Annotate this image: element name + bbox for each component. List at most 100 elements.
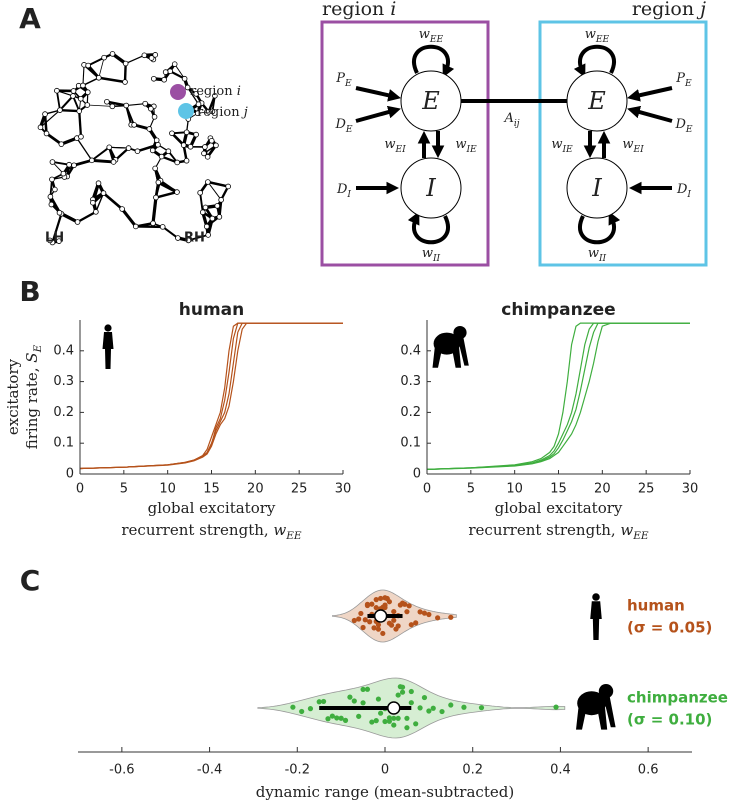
weight-label: wIE — [551, 137, 573, 155]
network-node — [90, 199, 96, 206]
region-title: region i — [322, 0, 396, 20]
network-edge — [188, 234, 209, 242]
median-marker — [387, 701, 401, 715]
weight-label-var: w — [455, 137, 466, 152]
self-loop — [573, 44, 616, 78]
icon-head — [592, 593, 600, 601]
network-edge — [115, 147, 129, 161]
network-edge — [87, 57, 105, 67]
x-tick-label: 20 — [594, 482, 611, 497]
series-name: chimpanzee — [627, 689, 728, 707]
network-node — [48, 201, 55, 208]
curve — [79, 322, 343, 470]
network — [37, 51, 231, 246]
x-axis-label-sub: EE — [632, 530, 649, 542]
network-node — [155, 179, 162, 186]
data-point — [358, 610, 364, 617]
data-point — [382, 718, 388, 725]
data-point — [316, 699, 322, 705]
network-edge — [206, 218, 214, 236]
data-point — [386, 599, 392, 605]
x-tick-label: 0.2 — [462, 763, 483, 778]
x-tick-label: 0.4 — [550, 763, 571, 778]
data-point — [391, 608, 397, 615]
weight-label: wII — [588, 246, 607, 264]
chart-title: chimpanzee — [501, 300, 615, 320]
x-tick-label: 0 — [423, 482, 431, 497]
data-point — [290, 704, 296, 710]
weight-label-sub: E — [685, 125, 693, 135]
weight-label: wEI — [384, 137, 406, 155]
weight-label-var: w — [585, 27, 596, 42]
network-edge — [207, 181, 222, 201]
y-tick-label: 0.4 — [53, 343, 74, 358]
x-tick-label: -0.4 — [197, 763, 222, 778]
weight-label: DI — [336, 182, 351, 200]
network-node — [167, 68, 173, 75]
data-point — [399, 689, 406, 695]
data-point — [382, 595, 388, 601]
data-point — [417, 705, 423, 711]
curve — [79, 322, 343, 470]
network-node — [71, 162, 77, 169]
network-node — [161, 76, 167, 83]
series-name: human — [627, 597, 685, 615]
network-node — [213, 142, 219, 149]
network-node — [204, 154, 211, 160]
region-label-main: region — [190, 84, 237, 99]
network-node — [74, 219, 81, 225]
y-axis-label-var: S — [23, 352, 41, 362]
x-tick-label: 10 — [506, 482, 523, 497]
network-node — [152, 165, 158, 172]
network-node — [104, 98, 110, 105]
y-tick-label: 0.3 — [53, 374, 74, 389]
network-node — [158, 153, 165, 160]
data-point — [325, 716, 331, 722]
network-node — [37, 124, 44, 131]
network-node — [47, 193, 54, 200]
data-point — [338, 715, 344, 721]
hemisphere-label: RH — [184, 231, 205, 246]
x-tick-label: 25 — [638, 482, 655, 497]
network-node — [149, 147, 156, 154]
network-node — [56, 209, 63, 216]
region-label-main: region — [197, 105, 244, 120]
network-edge — [59, 95, 74, 111]
population-node — [400, 157, 462, 219]
weight-label-var: P — [675, 71, 685, 86]
region-label-var: i — [237, 84, 241, 99]
region-box — [538, 20, 708, 267]
data-point — [408, 622, 414, 628]
region-title-main: region — [322, 0, 390, 20]
data-point — [386, 715, 392, 721]
x-axis-label: recurrent strength, wEE — [468, 521, 649, 542]
node-label: E — [421, 87, 440, 115]
network-node — [78, 133, 84, 140]
data-point — [426, 708, 432, 714]
data-point — [391, 617, 397, 623]
network-node — [131, 122, 137, 128]
data-point — [417, 609, 423, 615]
data-point — [378, 710, 384, 716]
series-sigma: (σ = 0.05) — [627, 619, 712, 637]
network-node — [184, 84, 191, 91]
weight-label-var: w — [551, 137, 562, 152]
data-point — [395, 623, 401, 629]
network-node — [202, 144, 208, 150]
network-node — [183, 129, 190, 136]
region-box — [320, 20, 490, 267]
network-node — [95, 74, 102, 81]
network-node — [52, 186, 58, 193]
data-point — [404, 725, 410, 731]
network-node — [209, 215, 216, 222]
data-point — [382, 604, 388, 611]
region-j-marker — [178, 103, 194, 119]
data-point — [478, 705, 485, 711]
icon-head — [104, 324, 112, 332]
data-point — [408, 688, 414, 695]
network-edge — [59, 108, 80, 113]
data-point — [426, 611, 432, 618]
data-point — [367, 619, 373, 625]
panel-letter: B — [19, 275, 40, 308]
